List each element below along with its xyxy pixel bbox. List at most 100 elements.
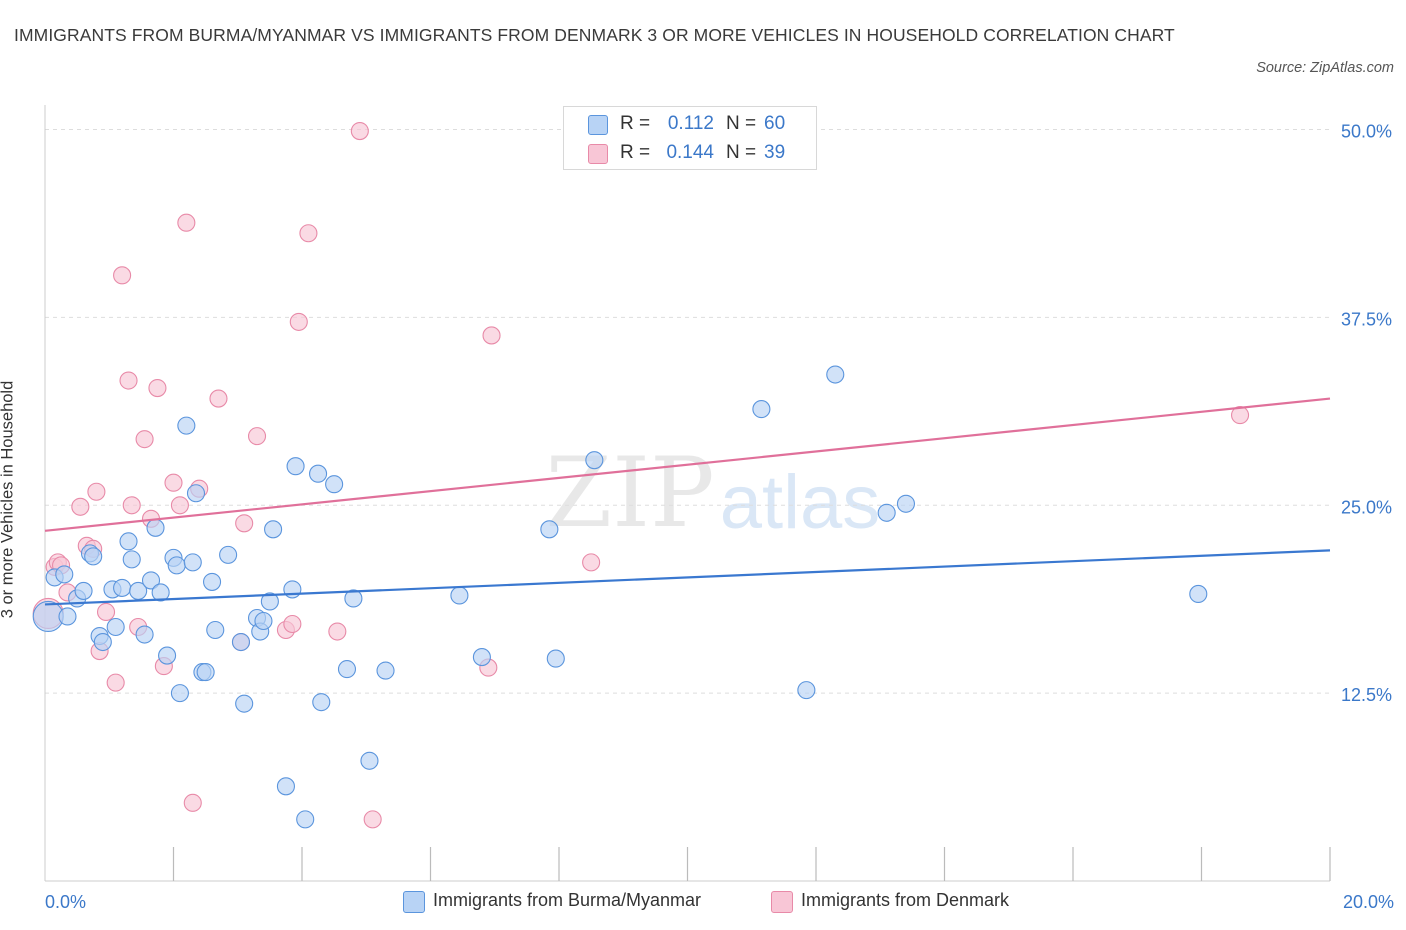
legend-row-denmark: R = 0.144 N = 39 [564, 138, 816, 168]
x-tick-marks [172, 847, 1331, 881]
legend-label-denmark: Immigrants from Denmark [801, 890, 1010, 910]
y-tick-label: 25.0% [1341, 497, 1392, 517]
legend-label-burma: Immigrants from Burma/Myanmar [433, 890, 702, 910]
legend-row-burma: R = 0.112 N = 60 [564, 109, 816, 139]
data-point [122, 550, 141, 569]
data-point [328, 622, 347, 641]
legend-n-value: 39 [764, 142, 786, 163]
legend-n-label: N = [726, 113, 757, 134]
data-point [1189, 584, 1208, 603]
x-tick-label: 0.0% [45, 892, 86, 912]
data-point [135, 430, 154, 449]
data-point [877, 503, 896, 522]
data-point [96, 602, 116, 622]
data-point [177, 416, 196, 435]
data-point [309, 464, 328, 483]
data-point [231, 632, 251, 652]
data-point [209, 389, 228, 408]
data-point [286, 457, 305, 476]
data-point [170, 496, 189, 515]
data-point [55, 565, 74, 584]
data-point [482, 326, 501, 345]
data-point [235, 694, 254, 713]
data-point [264, 520, 283, 539]
legend-r-value: 0.112 [667, 113, 714, 134]
series-burma-points [32, 365, 1208, 829]
data-point [71, 497, 90, 516]
data-point [546, 649, 565, 668]
data-point [376, 661, 395, 680]
data-point [896, 494, 916, 513]
data-point [183, 793, 202, 812]
data-point [113, 578, 132, 597]
y-tick-label: 50.0% [1341, 122, 1392, 142]
data-point [148, 378, 167, 398]
data-point [106, 673, 125, 692]
data-point [93, 632, 112, 652]
data-point [196, 663, 215, 682]
data-point [129, 581, 148, 600]
y-tick-labels: 12.5% 25.0% 37.5% 50.0% [1341, 122, 1392, 706]
legend-n-value: 60 [764, 113, 786, 134]
grid-lines [45, 129, 1330, 694]
data-point [299, 224, 318, 243]
legend-r-label: R = [620, 142, 651, 163]
data-point [283, 614, 302, 634]
data-point [113, 266, 132, 285]
watermark-zip: ZIP [545, 437, 714, 549]
y-axis-label-text: 3 or more Vehicles in Household [0, 380, 17, 619]
data-point [164, 473, 183, 492]
data-point [585, 451, 604, 470]
correlation-legend: R = 0.112 N = 60 R = 0.144 N = 39 [563, 106, 817, 170]
data-point [472, 648, 491, 667]
data-point [337, 660, 357, 679]
trend-line-pink [44, 397, 1331, 532]
data-point [141, 571, 161, 590]
data-point [344, 589, 363, 608]
data-point [203, 572, 222, 591]
y-tick-label: 37.5% [1341, 309, 1392, 329]
data-point [350, 121, 369, 141]
data-point [247, 427, 267, 446]
trend-lines [44, 397, 1331, 606]
data-point [135, 625, 154, 644]
data-point [167, 556, 186, 575]
data-point [219, 545, 238, 564]
legend-n-label: N = [726, 142, 757, 163]
data-point [87, 482, 106, 501]
legend-swatch-burma [588, 115, 608, 135]
data-point [1231, 406, 1250, 425]
data-point [826, 365, 845, 384]
legend-r-label: R = [620, 113, 651, 134]
data-point [289, 312, 308, 331]
data-point [363, 810, 382, 829]
data-point [260, 592, 279, 611]
data-point [158, 646, 177, 665]
legend-swatch-denmark [588, 144, 608, 164]
data-point [74, 581, 93, 600]
data-point [276, 777, 295, 796]
y-tick-label: 12.5% [1341, 685, 1392, 705]
x-tick-label: 20.0% [1343, 892, 1394, 912]
data-point [582, 553, 601, 572]
source-label: Source: ZipAtlas.com [1256, 60, 1394, 76]
data-point [119, 371, 138, 390]
data-point [797, 681, 816, 700]
legend-swatch-denmark [771, 891, 793, 913]
data-point [170, 684, 189, 703]
data-point [183, 553, 202, 572]
data-point [325, 475, 344, 494]
data-point [177, 213, 196, 232]
data-point [106, 617, 125, 637]
legend-swatch-burma [403, 891, 425, 913]
data-point [58, 607, 77, 626]
data-point [360, 751, 379, 770]
data-point [146, 518, 165, 537]
data-point [235, 514, 254, 533]
data-point [84, 547, 103, 566]
watermark-atlas: atlas [720, 460, 881, 545]
trend-line-blue [44, 549, 1331, 606]
data-point [122, 496, 141, 515]
data-point [151, 583, 170, 602]
